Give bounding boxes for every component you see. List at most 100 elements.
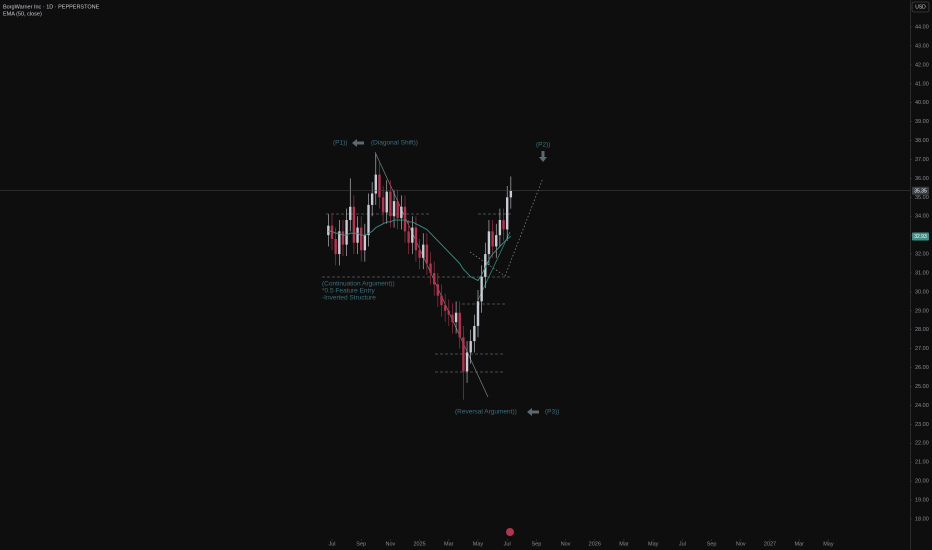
candle-body bbox=[374, 174, 377, 194]
annotation: (Diagonal Shift)) bbox=[371, 140, 418, 147]
y-tick-label: 30.00 bbox=[915, 289, 929, 295]
y-tick-label: 39.00 bbox=[915, 119, 929, 125]
candle-body bbox=[425, 244, 429, 264]
x-tick-label: Sep bbox=[531, 541, 541, 547]
chart-title: BorgWarner Inc · 1D · PEPPERSTONE bbox=[3, 4, 100, 10]
x-tick-label: May bbox=[648, 541, 659, 547]
candle-body bbox=[443, 305, 447, 311]
candle-body bbox=[396, 201, 399, 219]
annotation: (Continuation Argument)) bbox=[322, 281, 395, 288]
candle-body bbox=[392, 201, 396, 217]
candle-body bbox=[473, 325, 476, 342]
annotation: (Reversal Argument)) bbox=[455, 409, 517, 416]
x-tick-label: May bbox=[823, 541, 834, 547]
candle-body bbox=[458, 312, 461, 338]
candle-body bbox=[451, 314, 454, 323]
candle-body bbox=[509, 190, 513, 198]
x-tick-label: Sep bbox=[707, 541, 717, 547]
price-label: 35.35 bbox=[914, 188, 927, 194]
y-tick-label: 26.00 bbox=[915, 365, 929, 371]
x-tick-label: 2025 bbox=[413, 541, 425, 547]
candle-body bbox=[359, 227, 363, 251]
ema-line bbox=[328, 219, 512, 282]
candle-body bbox=[330, 225, 334, 239]
candle-body bbox=[349, 206, 352, 221]
arrow-icon bbox=[539, 151, 547, 162]
annotation: *0.5 Feature Entry bbox=[322, 288, 375, 295]
candle-body bbox=[447, 310, 450, 315]
y-tick-label: 27.00 bbox=[915, 346, 929, 352]
candle-body bbox=[414, 227, 418, 251]
x-tick-label: May bbox=[473, 541, 484, 547]
projection-line bbox=[477, 231, 511, 301]
y-tick-label: 34.00 bbox=[915, 214, 929, 220]
y-tick-label: 18.00 bbox=[915, 516, 929, 522]
candle-body bbox=[476, 301, 480, 326]
price-label-box bbox=[912, 186, 929, 195]
candle-body bbox=[498, 220, 502, 236]
currency-label: USD bbox=[915, 5, 926, 11]
x-tick-label: 2027 bbox=[764, 541, 776, 547]
candle-body bbox=[465, 352, 469, 372]
candle-body bbox=[381, 197, 385, 213]
candles bbox=[327, 153, 513, 400]
y-tick-label: 43.00 bbox=[915, 43, 929, 49]
y-tick-label: 32.00 bbox=[915, 252, 929, 258]
x-tick-label: 2026 bbox=[589, 541, 601, 547]
annotation: (P1)) bbox=[333, 140, 347, 147]
candle-body bbox=[378, 174, 381, 198]
y-tick-label: 36.00 bbox=[915, 176, 929, 182]
candle-body bbox=[484, 254, 487, 277]
candle-body bbox=[505, 197, 509, 230]
y-tick-label: 44.00 bbox=[915, 25, 929, 31]
candle-body bbox=[363, 235, 367, 251]
y-tick-label: 19.00 bbox=[915, 497, 929, 503]
x-tick-label: Mar bbox=[619, 541, 629, 547]
y-tick-label: 22.00 bbox=[915, 441, 929, 447]
arrow-icon bbox=[527, 408, 539, 416]
x-tick-label: Nov bbox=[561, 541, 571, 547]
x-tick-label: Jul bbox=[328, 541, 335, 547]
candle-body bbox=[352, 206, 356, 243]
x-tick-label: Mar bbox=[444, 541, 454, 547]
candle-body bbox=[345, 220, 348, 245]
y-tick-label: 24.00 bbox=[915, 403, 929, 409]
candle-body bbox=[502, 220, 505, 230]
candle-body bbox=[418, 250, 421, 258]
projection-line bbox=[469, 251, 506, 277]
x-tick-label: Mar bbox=[794, 541, 804, 547]
y-tick-label: 28.00 bbox=[915, 327, 929, 333]
candle-body bbox=[440, 295, 443, 306]
indicator-label: EMA (50, close) bbox=[3, 11, 42, 17]
candle-body bbox=[338, 231, 341, 255]
annotation: (P2)) bbox=[536, 142, 550, 149]
logo-dot bbox=[506, 528, 514, 536]
y-tick-label: 42.00 bbox=[915, 62, 929, 68]
candle-body bbox=[462, 337, 465, 372]
candle-body bbox=[429, 263, 432, 273]
candle-body bbox=[389, 191, 392, 217]
x-tick-label: Nov bbox=[386, 541, 396, 547]
candle-body bbox=[487, 231, 491, 255]
y-tick-label: 23.00 bbox=[915, 422, 929, 428]
x-tick-label: Nov bbox=[736, 541, 746, 547]
y-tick-label: 38.00 bbox=[915, 138, 929, 144]
annotation: -Inverted Structure bbox=[322, 295, 376, 302]
candle-body bbox=[480, 276, 483, 302]
y-tick-label: 35.00 bbox=[915, 195, 929, 201]
candle-body bbox=[411, 227, 414, 243]
candle-body bbox=[403, 206, 407, 232]
y-tick-label: 31.00 bbox=[915, 270, 929, 276]
x-tick-label: Jul bbox=[679, 541, 686, 547]
currency-button[interactable] bbox=[911, 1, 930, 13]
y-tick-label: 25.00 bbox=[915, 384, 929, 390]
candle-body bbox=[407, 231, 410, 243]
y-tick-label: 29.00 bbox=[915, 308, 929, 314]
y-tick-label: 21.00 bbox=[915, 460, 929, 466]
y-tick-label: 40.00 bbox=[915, 100, 929, 106]
candle-body bbox=[400, 206, 403, 219]
candle-body bbox=[422, 244, 425, 258]
candle-body bbox=[356, 227, 359, 243]
